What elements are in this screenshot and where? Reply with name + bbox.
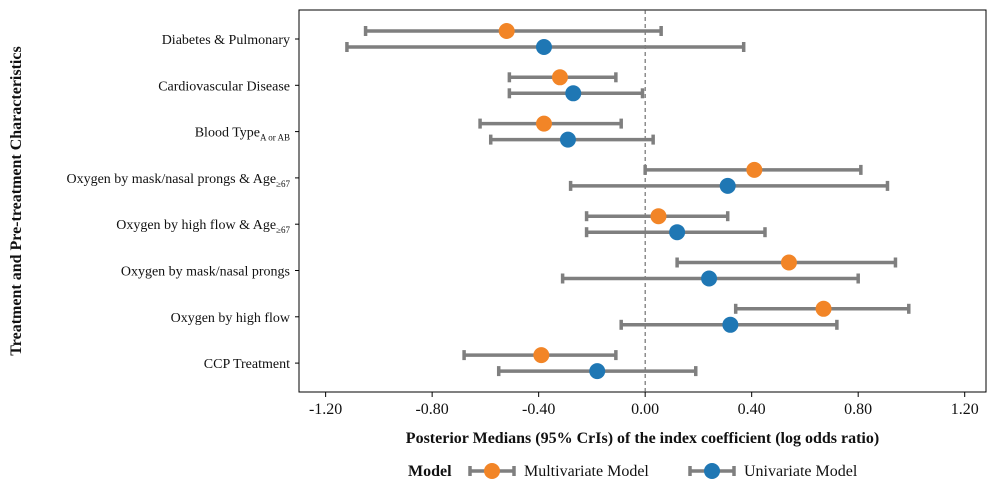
median-point: [551, 69, 568, 86]
error-bars: [345, 26, 911, 377]
legend-key: [688, 463, 736, 479]
median-point: [650, 208, 667, 225]
median-point: [669, 224, 686, 241]
category-label: Blood TypeA or AB: [195, 126, 290, 143]
legend-title: Model: [408, 463, 452, 480]
legend-key: [468, 463, 516, 479]
x-tick-label: -0.40: [522, 401, 555, 418]
median-point: [746, 161, 763, 178]
x-tick-label: -0.80: [415, 401, 448, 418]
legend-label: Univariate Model: [744, 463, 858, 480]
y-axis: Diabetes & Pulmonary Cardiovascular Disea…: [66, 33, 299, 372]
x-tick-label: 0.00: [631, 401, 659, 418]
median-point: [535, 39, 552, 55]
y-axis-title: Treatment and Pre-treatment Characterist…: [8, 46, 25, 355]
median-point: [565, 85, 582, 102]
category-label: Oxygen by high flow: [171, 311, 291, 326]
median-point: [815, 300, 832, 317]
x-tick-label: -1.20: [309, 401, 342, 418]
legend-label: Multivariate Model: [524, 463, 649, 480]
legend: Model Multivariate Model Univariate Model: [408, 463, 858, 480]
plot-frame: [298, 9, 987, 393]
median-point: [589, 363, 606, 380]
median-point: [535, 115, 552, 132]
median-points: [498, 23, 832, 380]
median-point: [533, 347, 550, 364]
category-label: Oxygen by mask/nasal prongs: [121, 265, 290, 280]
category-label: Diabetes & Pulmonary: [162, 33, 290, 48]
median-point: [498, 23, 515, 39]
x-axis-title: Posterior Medians (95% CrIs) of the inde…: [406, 430, 879, 447]
x-axis: -1.20 -0.80 -0.40 0.00 0.40 0.80 1.20: [309, 392, 979, 418]
x-tick-label: 0.80: [844, 401, 872, 418]
plot-area: [298, 9, 987, 393]
median-point: [701, 270, 718, 287]
median-point: [559, 131, 576, 148]
category-label: Oxygen by high flow & Age≥67: [116, 218, 290, 235]
category-label: Oxygen by mask/nasal prongs & Age≥67: [66, 172, 290, 189]
x-tick-label: 1.20: [951, 401, 979, 418]
x-tick-label: 0.40: [738, 401, 766, 418]
category-label: Cardiovascular Disease: [158, 79, 290, 94]
category-label: CCP Treatment: [204, 357, 290, 372]
median-point: [780, 254, 797, 271]
median-point: [722, 316, 739, 333]
median-point: [719, 177, 736, 194]
